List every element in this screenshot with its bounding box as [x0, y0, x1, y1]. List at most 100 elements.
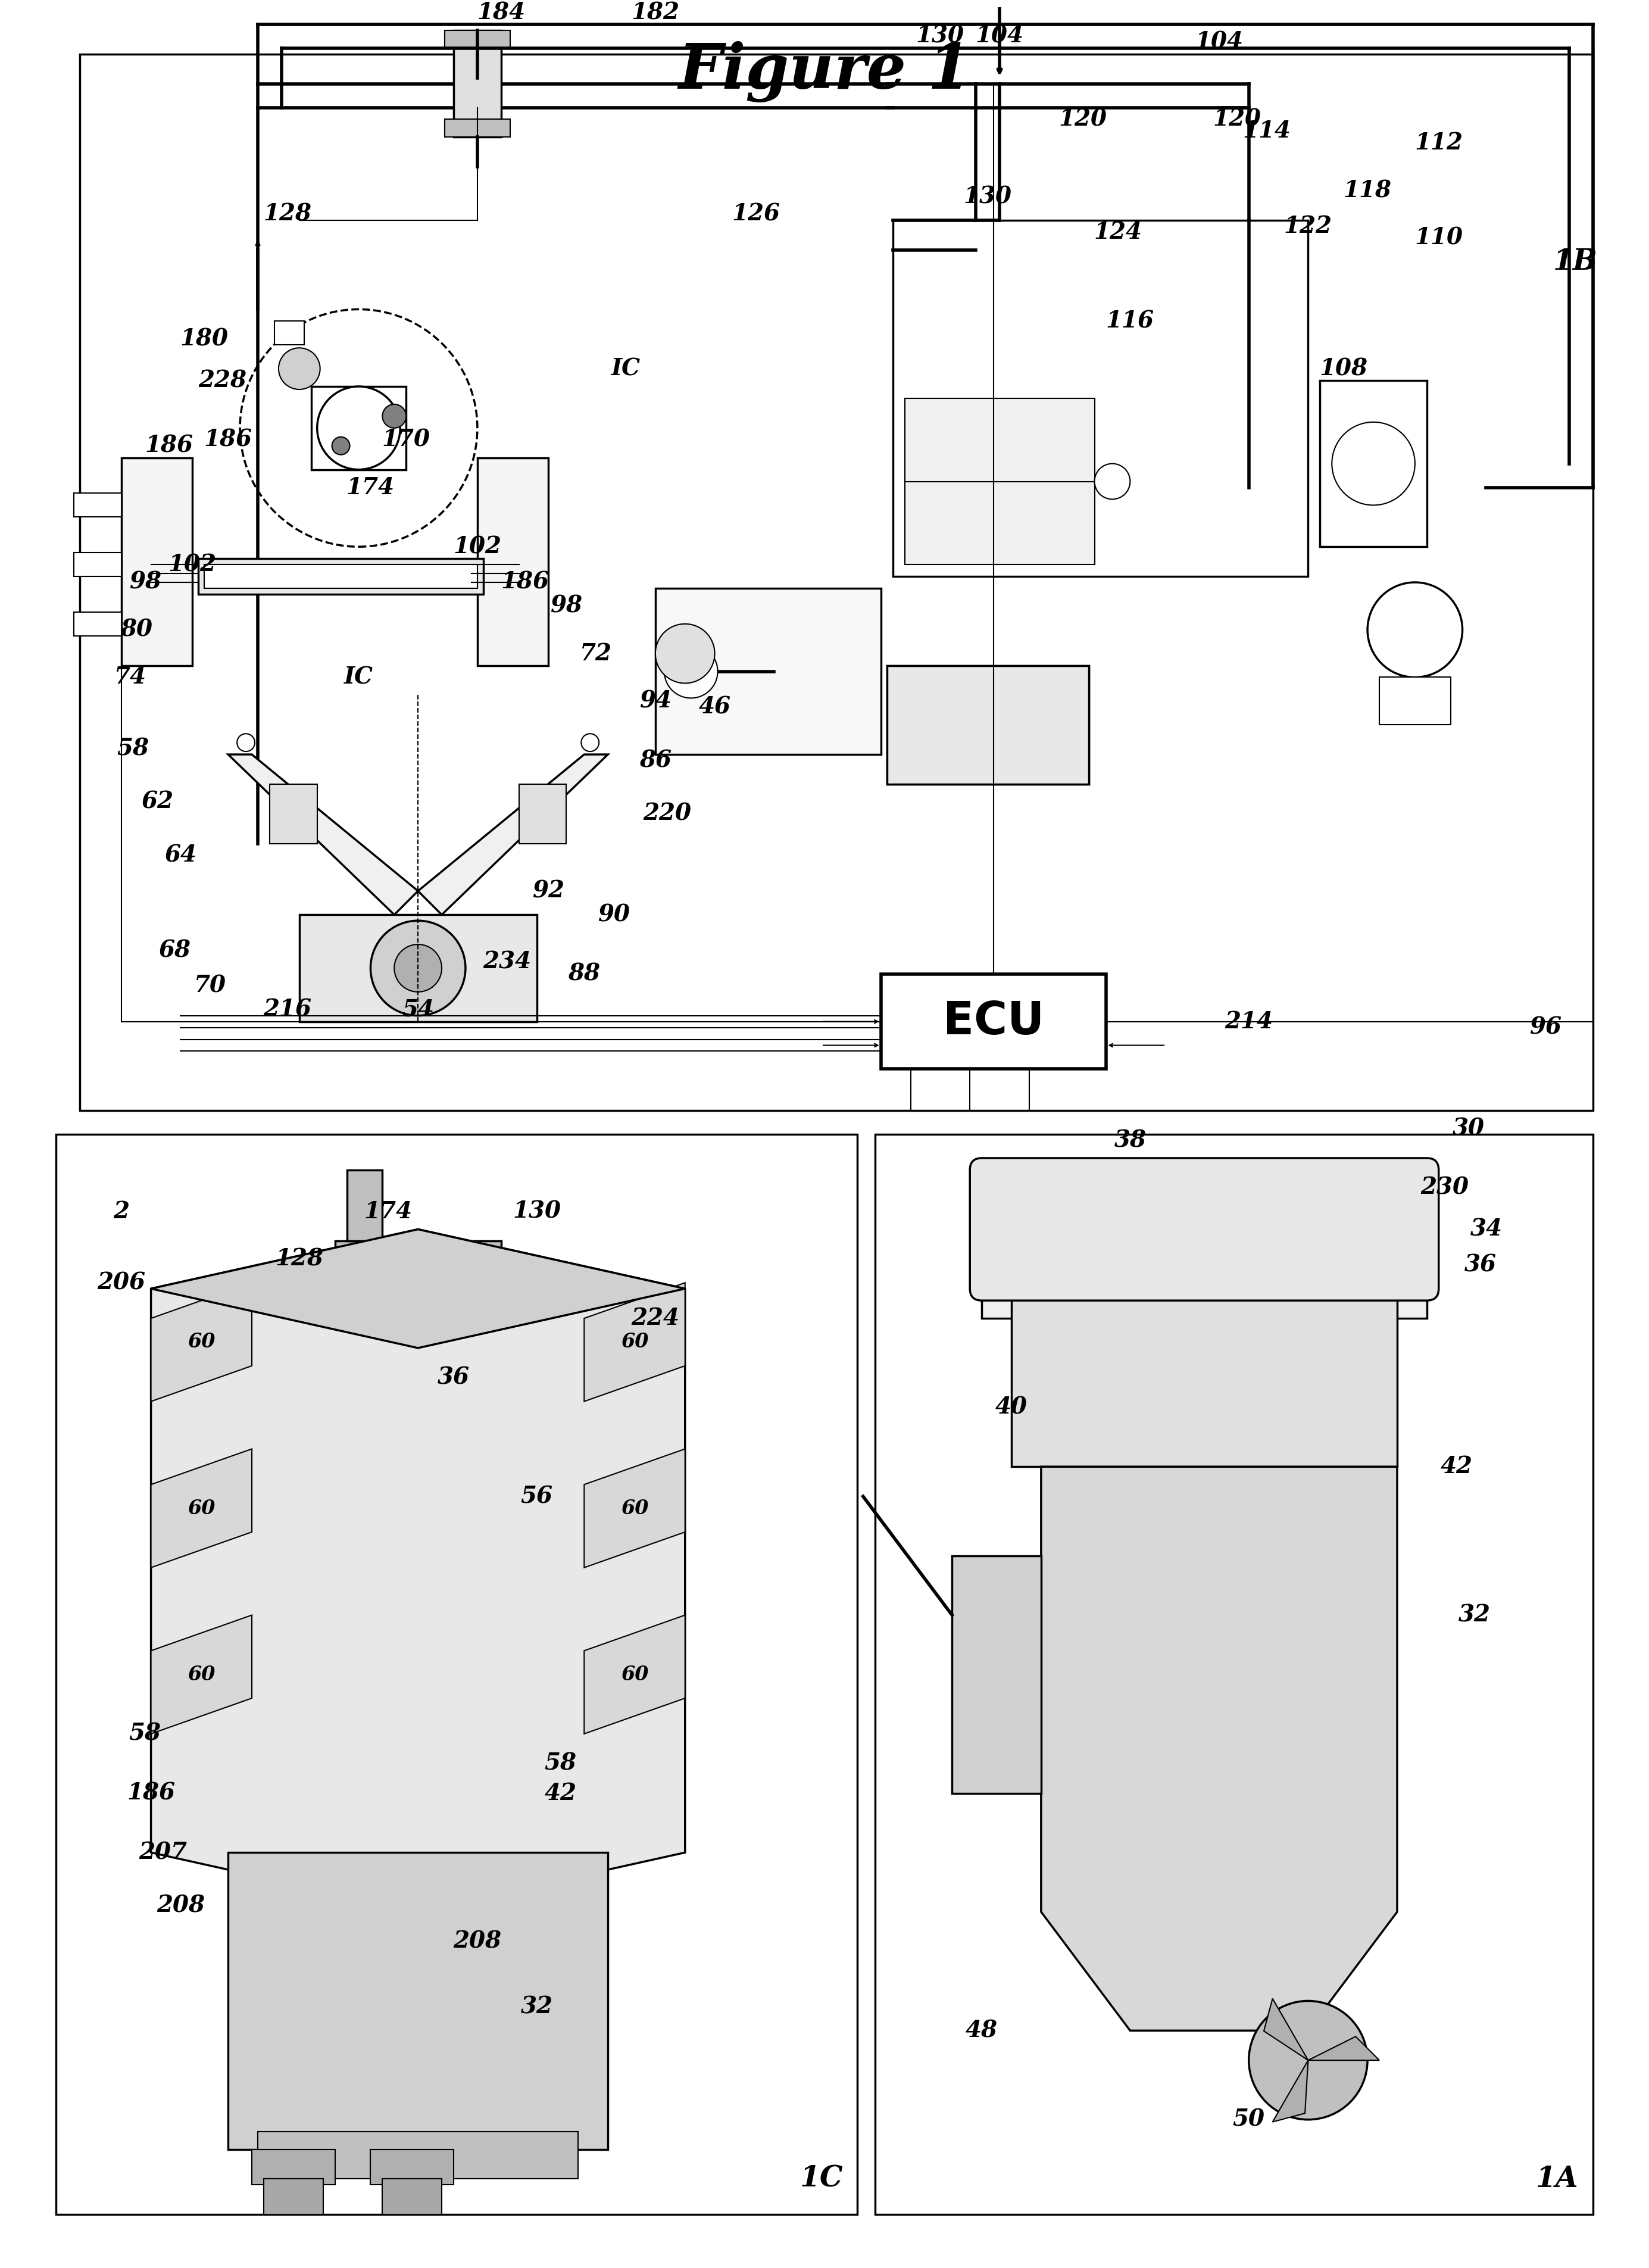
Bar — [383, 2180, 442, 2214]
Text: 60: 60 — [188, 1499, 216, 1517]
Bar — [198, 558, 483, 594]
Text: 60: 60 — [620, 1665, 648, 1685]
Polygon shape — [887, 665, 1088, 785]
Text: 216: 216 — [264, 998, 312, 1021]
Bar — [79, 54, 1593, 1111]
Bar — [881, 973, 1106, 1068]
Bar — [876, 1134, 1593, 2214]
Text: 56: 56 — [521, 1486, 552, 1508]
Bar — [204, 565, 477, 587]
Circle shape — [167, 1640, 237, 1710]
Text: 108: 108 — [1319, 358, 1369, 381]
Bar — [1319, 381, 1426, 547]
Text: 50: 50 — [1233, 2109, 1265, 2132]
FancyBboxPatch shape — [970, 1159, 1438, 1300]
Text: 228: 228 — [198, 370, 246, 392]
Text: 58: 58 — [117, 737, 150, 760]
Text: 170: 170 — [383, 429, 430, 451]
Bar — [274, 322, 303, 345]
Text: 124: 124 — [1095, 220, 1143, 243]
Bar — [892, 220, 1308, 576]
Text: 60: 60 — [188, 1665, 216, 1685]
Bar — [335, 1241, 501, 1288]
Text: 102: 102 — [453, 535, 501, 558]
Circle shape — [317, 386, 401, 469]
Text: ECU: ECU — [943, 1000, 1044, 1043]
Text: 186: 186 — [204, 429, 252, 451]
Text: 92: 92 — [533, 880, 564, 903]
Text: 60: 60 — [620, 1331, 648, 1352]
Text: 1C: 1C — [800, 2166, 843, 2193]
Polygon shape — [1263, 1998, 1308, 2059]
Text: 60: 60 — [188, 1331, 216, 1352]
Text: 208: 208 — [157, 1894, 204, 1916]
Text: 1A: 1A — [1537, 2166, 1578, 2193]
Circle shape — [599, 1472, 669, 1545]
Circle shape — [371, 921, 465, 1016]
Polygon shape — [584, 1284, 684, 1402]
Text: 30: 30 — [1453, 1118, 1484, 1141]
Bar — [371, 2150, 453, 2184]
Polygon shape — [1273, 2059, 1308, 2123]
Text: IC: IC — [345, 667, 373, 689]
Circle shape — [599, 1640, 669, 1710]
Circle shape — [167, 1306, 237, 1377]
Polygon shape — [584, 1449, 684, 1567]
Text: 112: 112 — [1415, 132, 1463, 154]
Text: 118: 118 — [1344, 179, 1392, 202]
Text: 32: 32 — [1458, 1603, 1491, 1626]
Text: 86: 86 — [640, 748, 671, 771]
Bar — [122, 458, 193, 665]
Text: 42: 42 — [544, 1783, 577, 1805]
Text: 120: 120 — [1059, 109, 1106, 132]
Text: 42: 42 — [1441, 1456, 1473, 1479]
Text: 2: 2 — [114, 1200, 129, 1222]
Circle shape — [580, 733, 599, 751]
Polygon shape — [152, 1449, 252, 1567]
Circle shape — [665, 644, 717, 699]
Text: 214: 214 — [1225, 1009, 1273, 1032]
Polygon shape — [228, 755, 417, 914]
Bar — [887, 665, 1088, 785]
Bar — [264, 2180, 323, 2214]
Bar — [655, 587, 881, 755]
Text: 186: 186 — [501, 572, 549, 594]
Polygon shape — [1041, 1467, 1397, 2030]
Text: 126: 126 — [732, 204, 780, 225]
Bar — [445, 29, 510, 48]
Text: 58: 58 — [129, 1721, 162, 1744]
Text: 96: 96 — [1529, 1016, 1562, 1039]
Text: 38: 38 — [1115, 1129, 1146, 1152]
Text: 70: 70 — [195, 975, 226, 998]
Polygon shape — [152, 1615, 252, 1733]
Text: 120: 120 — [1212, 109, 1261, 132]
Circle shape — [237, 733, 256, 751]
Text: 110: 110 — [1415, 227, 1463, 249]
Text: 234: 234 — [483, 950, 531, 973]
Polygon shape — [152, 1284, 252, 1402]
Bar — [445, 120, 510, 136]
Text: 48: 48 — [966, 2019, 998, 2041]
Text: 46: 46 — [699, 696, 731, 719]
Text: 40: 40 — [996, 1397, 1027, 1420]
Bar — [300, 914, 536, 1021]
Text: 114: 114 — [1242, 120, 1291, 143]
Bar — [56, 1134, 857, 2214]
Text: 206: 206 — [97, 1272, 145, 1295]
Text: 207: 207 — [139, 1842, 186, 1864]
Bar — [312, 386, 406, 469]
Text: 36: 36 — [437, 1365, 470, 1388]
Text: 94: 94 — [640, 689, 671, 712]
Text: 186: 186 — [145, 435, 193, 458]
Text: 34: 34 — [1471, 1218, 1502, 1241]
Text: 220: 220 — [643, 803, 691, 826]
Bar — [905, 399, 1095, 565]
Bar — [453, 29, 501, 136]
Text: 130: 130 — [513, 1200, 561, 1222]
Circle shape — [1332, 422, 1415, 506]
Bar — [228, 1853, 608, 2150]
Circle shape — [1248, 2000, 1367, 2121]
Text: 130: 130 — [917, 25, 965, 48]
Text: 184: 184 — [477, 2, 524, 25]
Polygon shape — [584, 1615, 684, 1733]
